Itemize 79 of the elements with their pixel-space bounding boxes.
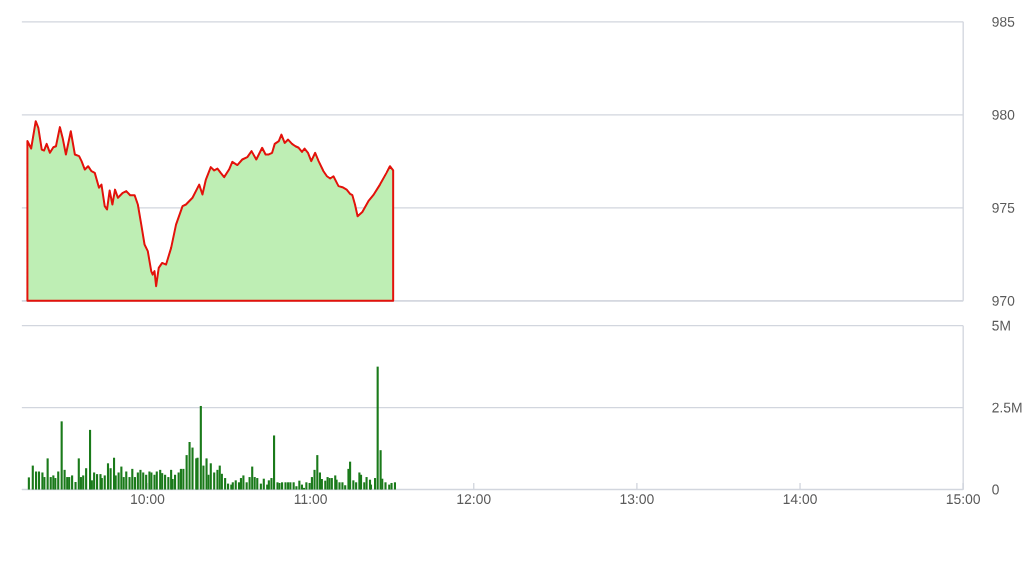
bar [164, 474, 167, 490]
bar [393, 482, 397, 490]
bar [216, 469, 219, 490]
bar [131, 468, 134, 490]
bar [177, 472, 180, 490]
bar [93, 472, 96, 490]
bar [292, 482, 295, 490]
bar [136, 472, 139, 490]
bar [281, 482, 284, 490]
x-tick-label: 12:00 [457, 494, 491, 505]
bar [161, 473, 164, 490]
bar [106, 463, 110, 490]
bar [237, 482, 241, 490]
bar [205, 458, 208, 490]
y-tick-label: 975 [992, 202, 1015, 213]
bar [88, 429, 92, 490]
bar [316, 455, 319, 490]
bar [125, 471, 128, 490]
bar [96, 474, 99, 490]
bar [284, 482, 287, 490]
bar [46, 458, 49, 490]
bar [199, 405, 202, 490]
x-tick-label: 15:00 [946, 494, 981, 505]
bar [139, 469, 142, 490]
y-tick-label: 2.5M [992, 402, 1022, 413]
bar [71, 475, 74, 490]
bar [57, 471, 60, 490]
bar [153, 474, 156, 490]
bar [341, 482, 344, 490]
y-tick-label: 5M [992, 320, 1010, 331]
bar [77, 458, 80, 490]
bar [85, 468, 88, 490]
bar [155, 471, 158, 490]
bar [376, 366, 379, 490]
bar [224, 478, 227, 490]
bar [365, 477, 368, 490]
y-tick-label: 970 [992, 295, 1015, 306]
bar [218, 465, 221, 490]
y-tick-label: 985 [992, 16, 1015, 27]
bar [37, 471, 41, 490]
bar [259, 483, 262, 490]
bar [188, 442, 191, 490]
bar [60, 421, 63, 490]
bar [338, 482, 341, 490]
bar [298, 480, 301, 490]
bar [267, 480, 270, 490]
bar [182, 468, 185, 490]
x-tick-label: 13:00 [620, 494, 654, 505]
bar [179, 468, 182, 490]
x-tick-label: 14:00 [783, 494, 817, 505]
bar [251, 466, 254, 490]
bar [262, 478, 265, 490]
bar [142, 472, 145, 490]
bar [234, 480, 237, 490]
y-tick-label: 980 [992, 109, 1015, 120]
bar [242, 475, 245, 490]
bar [100, 478, 103, 490]
x-tick-label: 10:00 [131, 494, 165, 505]
bar [239, 478, 243, 490]
bar [256, 478, 259, 490]
x-tick-label: 11:00 [294, 494, 327, 505]
bar [349, 461, 352, 490]
bar [52, 475, 55, 490]
bar [305, 482, 308, 490]
bar [31, 465, 34, 490]
bar [209, 463, 212, 490]
bar [41, 472, 44, 490]
bar [170, 469, 173, 490]
y-tick-label: 0 [992, 484, 999, 495]
bar [384, 482, 387, 490]
bar [120, 466, 123, 490]
bar [27, 477, 30, 490]
bar [173, 474, 177, 490]
bar [335, 479, 338, 490]
bar [112, 457, 116, 490]
bar [159, 469, 162, 490]
bar [273, 435, 276, 490]
bar [145, 474, 148, 490]
bar [369, 484, 373, 490]
